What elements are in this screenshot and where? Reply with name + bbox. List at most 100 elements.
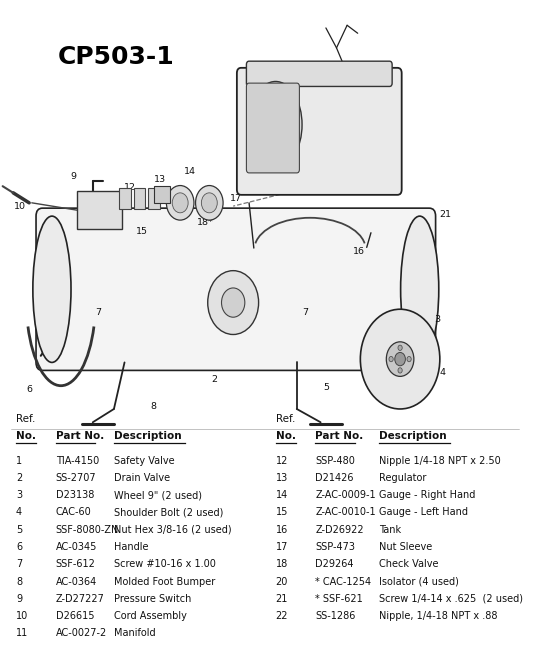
Text: Regulator: Regulator <box>379 473 426 483</box>
Text: 1: 1 <box>102 196 108 205</box>
Text: 8: 8 <box>16 577 22 587</box>
Text: D29264: D29264 <box>315 559 354 569</box>
Text: AC-0027-2: AC-0027-2 <box>56 628 107 638</box>
Circle shape <box>208 271 258 334</box>
Bar <box>119 188 131 209</box>
Text: Safety Valve: Safety Valve <box>114 456 174 465</box>
Text: Z-D27227: Z-D27227 <box>56 594 104 604</box>
Text: SS-1286: SS-1286 <box>315 611 355 621</box>
Text: 16: 16 <box>353 247 365 256</box>
Circle shape <box>166 186 194 220</box>
Text: Z-AC-0010-1: Z-AC-0010-1 <box>315 507 376 517</box>
FancyBboxPatch shape <box>237 68 402 195</box>
Text: * SSF-621: * SSF-621 <box>315 594 363 604</box>
Text: 13: 13 <box>154 175 166 184</box>
Circle shape <box>398 368 402 373</box>
FancyBboxPatch shape <box>246 61 392 86</box>
Text: 18: 18 <box>275 559 288 569</box>
Text: Z-D26922: Z-D26922 <box>315 525 364 535</box>
Text: 4: 4 <box>439 368 445 377</box>
Circle shape <box>386 342 414 376</box>
Text: Nut Hex 3/8-16 (2 used): Nut Hex 3/8-16 (2 used) <box>114 525 231 535</box>
Text: Ref.: Ref. <box>16 414 35 424</box>
Text: 2: 2 <box>16 473 22 483</box>
Text: 22: 22 <box>275 611 288 621</box>
Text: Molded Foot Bumper: Molded Foot Bumper <box>114 577 215 587</box>
Circle shape <box>360 309 440 409</box>
FancyBboxPatch shape <box>36 208 436 370</box>
Text: 18*: 18* <box>197 218 214 227</box>
Text: SSF-8080-ZN: SSF-8080-ZN <box>56 525 119 535</box>
Text: 21: 21 <box>275 594 288 604</box>
Text: No.: No. <box>16 431 36 441</box>
Text: Handle: Handle <box>114 542 148 552</box>
Text: 17: 17 <box>275 542 288 552</box>
Text: 6: 6 <box>16 542 22 552</box>
Text: CP503-1: CP503-1 <box>58 45 175 68</box>
Ellipse shape <box>33 216 71 362</box>
Text: 15: 15 <box>275 507 288 517</box>
Text: 9: 9 <box>16 594 22 604</box>
Text: Pressure Switch: Pressure Switch <box>114 594 192 604</box>
Text: 20: 20 <box>275 577 288 587</box>
Text: 4: 4 <box>16 507 22 517</box>
Text: AC-0364: AC-0364 <box>56 577 97 587</box>
Circle shape <box>172 193 188 213</box>
Text: Tank: Tank <box>379 525 401 535</box>
Text: 14: 14 <box>275 490 288 500</box>
Text: Wheel 9" (2 used): Wheel 9" (2 used) <box>114 490 202 500</box>
Text: No.: No. <box>275 431 295 441</box>
Text: 11: 11 <box>16 628 28 638</box>
Text: 1: 1 <box>16 456 22 465</box>
Text: Drain Valve: Drain Valve <box>114 473 170 483</box>
Circle shape <box>395 352 405 366</box>
Text: 7: 7 <box>302 308 307 317</box>
Text: 17: 17 <box>230 194 242 203</box>
Text: D21426: D21426 <box>315 473 354 483</box>
Text: 7: 7 <box>16 559 22 569</box>
Bar <box>148 188 160 209</box>
Text: Manifold: Manifold <box>114 628 156 638</box>
Text: SSF-612: SSF-612 <box>56 559 95 569</box>
Text: Cord Assembly: Cord Assembly <box>114 611 187 621</box>
Circle shape <box>221 288 245 317</box>
Text: 2: 2 <box>211 374 217 384</box>
Text: 20: 20 <box>327 163 339 172</box>
Text: * CAC-1254: * CAC-1254 <box>315 577 371 587</box>
Text: 21: 21 <box>439 209 451 219</box>
Text: 10: 10 <box>14 201 26 211</box>
Text: Ref.: Ref. <box>275 414 295 424</box>
Text: Screw #10-16 x 1.00: Screw #10-16 x 1.00 <box>114 559 216 569</box>
Text: 13: 13 <box>275 473 288 483</box>
Text: 7: 7 <box>95 308 101 317</box>
Text: 11: 11 <box>80 220 92 229</box>
Circle shape <box>407 356 411 362</box>
Bar <box>153 186 169 203</box>
Ellipse shape <box>401 216 439 362</box>
Text: SS-2707: SS-2707 <box>56 473 96 483</box>
Text: Gauge - Right Hand: Gauge - Right Hand <box>379 490 475 500</box>
Text: 14: 14 <box>184 167 196 176</box>
Text: 9: 9 <box>70 172 76 181</box>
Text: TIA-4150: TIA-4150 <box>56 456 99 465</box>
Text: 5: 5 <box>16 525 22 535</box>
Ellipse shape <box>249 82 302 168</box>
Text: Part No.: Part No. <box>56 431 104 441</box>
Text: SSP-480: SSP-480 <box>315 456 355 465</box>
Text: Check Valve: Check Valve <box>379 559 438 569</box>
Text: D26615: D26615 <box>56 611 94 621</box>
Circle shape <box>195 186 223 220</box>
Text: 22: 22 <box>88 209 100 219</box>
Text: Screw 1/4-14 x .625  (2 used): Screw 1/4-14 x .625 (2 used) <box>379 594 523 604</box>
Text: AC-0345: AC-0345 <box>56 542 97 552</box>
Text: 8: 8 <box>151 402 157 412</box>
Circle shape <box>389 356 393 362</box>
Text: 12: 12 <box>275 456 288 465</box>
Text: Nipple 1/4-18 NPT x 2.50: Nipple 1/4-18 NPT x 2.50 <box>379 456 501 465</box>
Text: 3: 3 <box>16 490 22 500</box>
Text: SSP-473: SSP-473 <box>315 542 355 552</box>
Text: Isolator (4 used): Isolator (4 used) <box>379 577 459 587</box>
Text: Description: Description <box>379 431 447 441</box>
Circle shape <box>398 345 402 350</box>
Text: CAC-60: CAC-60 <box>56 507 92 517</box>
